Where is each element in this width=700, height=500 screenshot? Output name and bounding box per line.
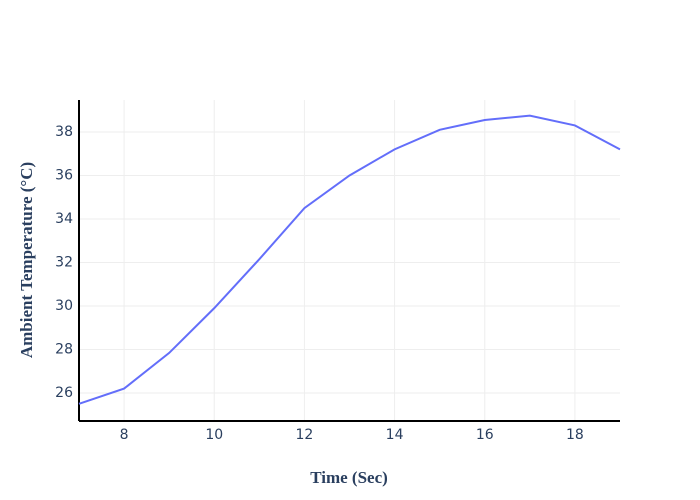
y-tick-label: 30 bbox=[55, 298, 73, 314]
y-tick-label: 28 bbox=[55, 341, 73, 357]
y-tick-label: 34 bbox=[55, 211, 73, 227]
y-tick-label: 32 bbox=[55, 254, 73, 270]
y-tick-label: 38 bbox=[55, 124, 73, 140]
x-tick-label: 12 bbox=[296, 427, 314, 443]
x-tick-label: 8 bbox=[120, 427, 129, 443]
x-tick-label: 10 bbox=[205, 427, 223, 443]
y-tick-label: 26 bbox=[55, 385, 73, 401]
line-series bbox=[78, 114, 621, 405]
y-tick-label: 36 bbox=[55, 167, 73, 183]
x-axis-title: Time (Sec) bbox=[310, 468, 388, 487]
y-axis-title: Ambient Temperature (°C) bbox=[17, 162, 36, 358]
x-tick-label: 16 bbox=[476, 427, 494, 443]
x-tick-label: 18 bbox=[566, 427, 584, 443]
x-tick-label: 14 bbox=[386, 427, 404, 443]
